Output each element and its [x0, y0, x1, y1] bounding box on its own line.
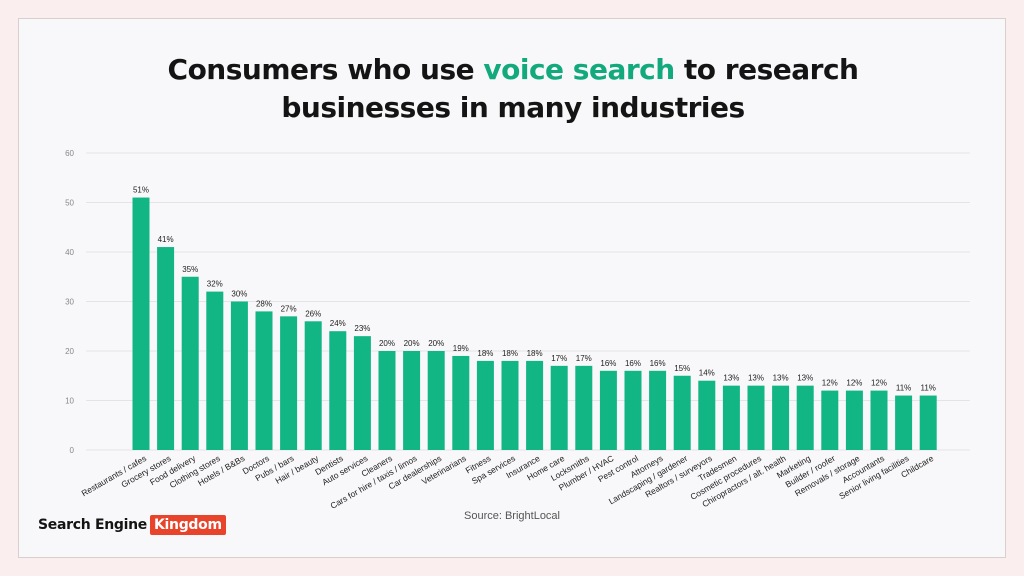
- bar: [821, 390, 839, 450]
- data-label: 11%: [896, 384, 911, 393]
- data-label: 18%: [527, 349, 543, 358]
- data-label: 16%: [625, 359, 641, 368]
- bar: [575, 365, 593, 450]
- bar: [452, 355, 470, 450]
- y-tick-label: 40: [65, 248, 74, 257]
- bar: [280, 316, 298, 450]
- y-tick-label: 50: [65, 199, 74, 208]
- y-tick-label: 0: [70, 446, 75, 455]
- bar: [329, 331, 347, 450]
- bar: [501, 360, 519, 450]
- data-label: 16%: [650, 359, 666, 368]
- data-label: 27%: [281, 304, 297, 313]
- bar: [796, 385, 814, 450]
- data-label: 28%: [256, 299, 272, 308]
- bar: [132, 197, 150, 450]
- bar: [649, 370, 667, 450]
- data-label: 24%: [330, 319, 346, 328]
- bar: [624, 370, 642, 450]
- y-tick-label: 30: [65, 298, 74, 307]
- logo-text-accent: Kingdom: [149, 515, 226, 535]
- bar: [550, 365, 568, 450]
- data-label: 16%: [600, 359, 616, 368]
- data-label: 12%: [871, 379, 887, 388]
- bar: [304, 321, 322, 450]
- y-tick-label: 10: [65, 397, 74, 406]
- bar: [255, 311, 273, 450]
- bar: [895, 395, 913, 450]
- title-part-2: to research: [674, 53, 859, 86]
- data-label: 51%: [133, 186, 149, 195]
- bar: [673, 375, 691, 450]
- data-label: 17%: [551, 354, 567, 363]
- data-label: 13%: [797, 374, 813, 383]
- bar: [845, 390, 863, 450]
- bar: [206, 291, 224, 450]
- source-note: Source: BrightLocal: [464, 510, 560, 522]
- title-line-2: businesses in many industries: [281, 91, 745, 124]
- bar: [157, 247, 175, 450]
- data-label: 26%: [305, 309, 321, 318]
- data-label: 17%: [576, 354, 592, 363]
- data-label: 18%: [502, 349, 518, 358]
- title-line-1: Consumers who use voice search to resear…: [19, 51, 1007, 89]
- bar: [181, 276, 199, 450]
- bar: [353, 336, 371, 450]
- data-label: 11%: [920, 384, 935, 393]
- data-label: 18%: [477, 349, 493, 358]
- y-tick-label: 20: [65, 347, 74, 356]
- data-label: 41%: [158, 235, 174, 244]
- data-label: 15%: [674, 364, 690, 373]
- data-label: 12%: [822, 379, 838, 388]
- data-label: 20%: [404, 339, 420, 348]
- data-label: 13%: [723, 374, 739, 383]
- title-highlight: voice search: [483, 53, 675, 86]
- bar: [722, 385, 740, 450]
- bar: [476, 360, 494, 450]
- data-label: 20%: [428, 339, 444, 348]
- title-part-1: Consumers who use: [167, 53, 484, 86]
- data-label: 23%: [354, 324, 370, 333]
- bar: [772, 385, 790, 450]
- bar: [870, 390, 888, 450]
- data-label: 14%: [699, 369, 715, 378]
- bar: [378, 351, 396, 450]
- data-label: 30%: [231, 290, 247, 299]
- brand-logo: Search Engine Kingdom: [38, 513, 226, 537]
- bar: [526, 360, 544, 450]
- data-label: 12%: [846, 379, 862, 388]
- data-label: 19%: [453, 344, 469, 353]
- data-label: 13%: [748, 374, 764, 383]
- data-label: 35%: [182, 265, 198, 274]
- bar: [230, 301, 248, 450]
- bar: [698, 380, 716, 450]
- chart-title: Consumers who use voice search to resear…: [19, 51, 1007, 127]
- bar: [599, 370, 617, 450]
- bar: [403, 351, 421, 450]
- bar: [919, 395, 937, 450]
- data-label: 20%: [379, 339, 395, 348]
- bar: [747, 385, 765, 450]
- data-label: 32%: [207, 280, 223, 289]
- logo-text-primary: Search Engine: [38, 517, 147, 533]
- y-tick-label: 60: [65, 149, 74, 158]
- bar: [427, 351, 445, 450]
- data-label: 13%: [773, 374, 789, 383]
